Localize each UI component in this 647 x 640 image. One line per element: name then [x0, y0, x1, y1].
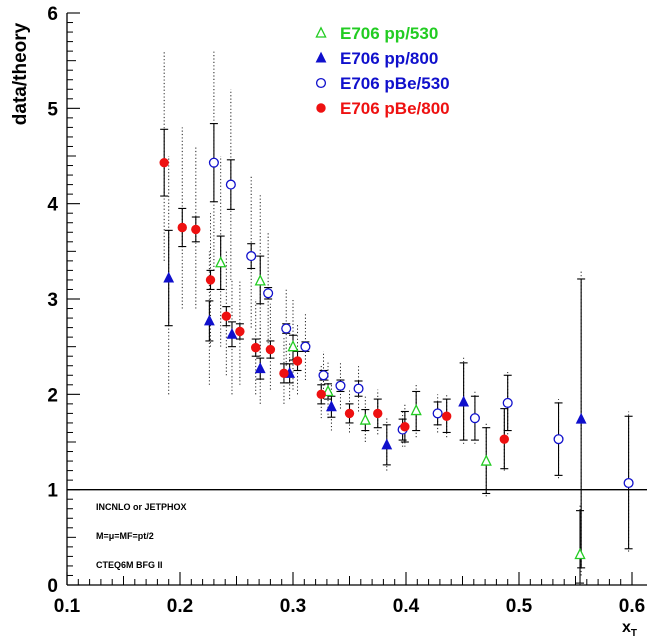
data-point	[226, 327, 238, 339]
data-point	[553, 434, 564, 445]
data-point	[344, 408, 355, 419]
data-point	[263, 288, 274, 299]
x-tick-label: 0.2	[167, 596, 193, 617]
annotations: INCNLO or JETPHOX M=μ=MF=pt/2 CTEQ6M BFG I…	[96, 502, 187, 570]
legend-label: E706 pBe/530	[340, 74, 450, 93]
y-tick-label: 2	[47, 385, 58, 406]
data-point	[221, 311, 232, 321]
x-tick-label: 0.5	[506, 596, 533, 617]
data-point	[353, 383, 364, 394]
data-point	[254, 274, 266, 286]
data-point	[502, 397, 513, 408]
data-point	[208, 157, 219, 168]
annotation-text: INCNLO or JETPHOX	[96, 502, 187, 512]
x-axis-label: xT	[622, 619, 637, 639]
data-point	[381, 438, 393, 450]
legend-label: E706 pp/530	[340, 24, 438, 43]
data-point	[205, 275, 216, 285]
data-point	[235, 326, 245, 337]
legend-marker	[315, 26, 327, 38]
statistical-errors-layer	[160, 123, 633, 584]
x-tick-label: 0.1	[54, 596, 81, 617]
data-point	[163, 271, 175, 283]
data-point	[623, 477, 634, 489]
markers-layer	[159, 157, 634, 560]
data-point	[410, 403, 422, 416]
data-point	[191, 224, 201, 235]
data-point	[480, 454, 492, 466]
data-point	[215, 256, 227, 268]
data-point	[432, 408, 443, 419]
y-tick-label: 3	[47, 290, 58, 311]
data-point	[246, 251, 257, 262]
data-point	[499, 434, 510, 444]
legend: E706 pp/530 E706 pp/800 E706 pBe/530 E706 p…	[315, 24, 450, 118]
data-point	[177, 222, 187, 233]
data-point	[400, 422, 410, 432]
data-point	[292, 356, 303, 366]
x-tick-label: 0.3	[280, 596, 306, 617]
y-tick-label: 1	[47, 481, 58, 502]
data-point	[316, 389, 326, 400]
data-point	[575, 412, 587, 424]
legend-marker	[315, 77, 327, 89]
data-point	[279, 368, 289, 379]
legend-label: E706 pBe/800	[340, 99, 450, 118]
legend-marker	[316, 103, 326, 113]
y-tick-label: 6	[47, 4, 58, 25]
y-tick-label: 5	[47, 99, 58, 120]
x-axis-label-main: x	[622, 619, 631, 636]
data-point	[203, 314, 215, 326]
data-point	[574, 547, 586, 560]
legend-marker	[315, 51, 327, 63]
data-point	[469, 413, 480, 424]
data-point	[326, 400, 337, 412]
data-point	[251, 342, 261, 353]
axes-layer: 0 1 2 3 4 5 6 0.1 0.2 0.3 0.4 0.5 0.6	[47, 4, 647, 617]
data-point	[254, 362, 266, 374]
legend-label: E706 pp/800	[340, 49, 438, 68]
data-point	[359, 413, 371, 425]
data-point	[441, 411, 452, 421]
data-point	[318, 370, 329, 381]
data-point	[225, 179, 236, 190]
data-point	[458, 395, 470, 407]
systematic-errors-layer	[163, 51, 630, 585]
x-tick-label: 0.4	[393, 596, 420, 617]
data-point	[335, 380, 346, 391]
y-tick-label: 4	[47, 195, 58, 216]
data-point	[300, 341, 311, 352]
data-point	[281, 323, 292, 334]
annotation-text: CTEQ6M BFG II	[96, 560, 163, 570]
data-point	[287, 340, 299, 352]
x-axis-label-sub: T	[631, 628, 637, 639]
data-point	[373, 408, 383, 419]
annotation-text: M=μ=MF=pt/2	[96, 531, 154, 541]
y-axis-label: data/theory	[10, 22, 31, 125]
x-tick-label: 0.6	[619, 596, 645, 617]
y-tick-label: 0	[47, 576, 58, 597]
data-point	[159, 157, 169, 168]
data-point	[265, 344, 276, 355]
